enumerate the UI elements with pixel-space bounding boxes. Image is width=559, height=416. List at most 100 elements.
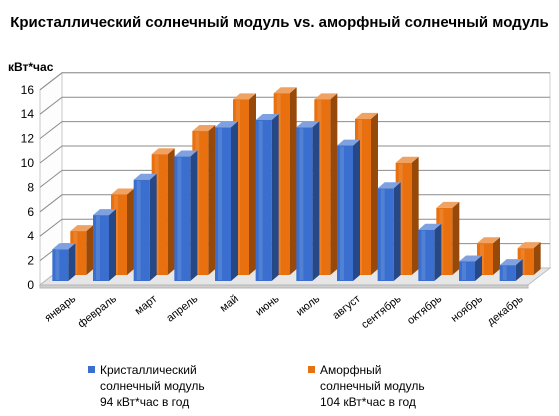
bar-side <box>371 112 378 275</box>
y-tick-label: 14 <box>21 107 35 121</box>
bar-top <box>233 93 256 100</box>
x-tick-label: июнь <box>253 293 281 319</box>
bar-highlight <box>55 250 60 280</box>
bar-side <box>393 182 401 281</box>
bar-side <box>86 225 94 275</box>
bar-side <box>208 125 216 275</box>
gridline <box>39 96 550 115</box>
y-tick-label: 10 <box>21 156 35 170</box>
bar-top <box>93 209 116 216</box>
bar-crystalline <box>215 127 231 281</box>
bar-side <box>249 93 256 275</box>
bar-side <box>109 209 116 281</box>
bar-highlight <box>299 128 304 280</box>
chart-title: Кристаллический солнечный модуль vs. амо… <box>10 14 549 31</box>
x-tick-label: октябрь <box>405 293 444 327</box>
bar-highlight <box>462 262 466 280</box>
bar-side <box>353 139 360 281</box>
bar-top <box>255 113 279 120</box>
bar-crystalline <box>459 261 475 281</box>
x-tick-label: декабрь <box>485 293 526 328</box>
bar-crystalline <box>377 188 394 281</box>
bar-side <box>167 148 175 275</box>
bar-crystalline <box>418 229 435 281</box>
y-tick-label: 8 <box>27 180 34 194</box>
y-tick-label: 4 <box>27 229 34 243</box>
x-tick-label: январь <box>43 293 79 325</box>
legend-text-line: 94 кВт*час в год <box>100 395 190 409</box>
y-tick-label: 16 <box>21 83 35 97</box>
bar-side <box>411 156 419 275</box>
legend-text-line: Кристаллический <box>100 363 197 377</box>
legend-text-line: 104 кВт*час в год <box>320 395 416 409</box>
bar-highlight <box>218 128 222 280</box>
bar-side <box>289 87 297 275</box>
bar-side <box>452 201 460 275</box>
bar-side <box>533 242 541 275</box>
bar-side <box>271 113 279 282</box>
x-tick-label: ноябрь <box>449 293 485 325</box>
bar-top <box>337 139 360 146</box>
bar-highlight <box>340 146 344 280</box>
bar-top <box>418 223 442 230</box>
bar-crystalline <box>133 179 150 281</box>
bar-side <box>493 237 500 275</box>
x-tick-label: сентябрь <box>359 293 404 331</box>
bar-side <box>475 255 482 281</box>
bar-highlight <box>136 180 141 280</box>
gridline <box>39 72 550 91</box>
bar-top <box>477 237 500 244</box>
x-tick-label: март <box>133 293 160 318</box>
legend-item-crystalline: Кристаллический солнечный модуль 94 кВт*… <box>88 362 205 410</box>
bar-highlight <box>258 120 263 281</box>
bar-crystalline <box>499 265 516 281</box>
bar-highlight <box>380 189 385 280</box>
gridline <box>39 169 550 188</box>
bar-top <box>395 156 419 163</box>
gridline <box>39 145 550 164</box>
bar-crystalline <box>93 215 109 281</box>
bar-top <box>174 150 198 157</box>
bar-side <box>68 243 76 281</box>
bar-highlight <box>177 157 182 280</box>
bar-side <box>231 121 238 281</box>
bar-top <box>314 93 338 100</box>
bar-top <box>436 201 460 208</box>
legend-item-amorphous: Аморфный солнечный модуль 104 кВт*час в … <box>308 362 425 410</box>
legend-text-line: Аморфный <box>320 363 382 377</box>
bar-crystalline <box>296 127 313 281</box>
bar-crystalline <box>337 145 353 281</box>
bar-top <box>459 255 482 262</box>
bar-highlight <box>96 216 100 280</box>
x-tick-label: май <box>218 293 241 315</box>
x-tick-label: август <box>330 293 363 322</box>
bar-top <box>377 182 401 189</box>
bar-crystalline <box>255 119 272 282</box>
x-tick-label: апрель <box>164 293 200 325</box>
bar-side <box>190 150 198 281</box>
legend-swatch-amorphous <box>308 366 315 373</box>
bar-side <box>149 173 157 281</box>
y-axis-unit-label: кВт*час <box>8 60 54 74</box>
bar-highlight <box>502 266 507 280</box>
bar-top <box>52 243 76 250</box>
bar-top <box>499 259 523 266</box>
bar-top <box>273 87 297 94</box>
bar-top <box>133 173 157 180</box>
legend-swatch-crystalline <box>88 366 95 373</box>
bar-top <box>151 148 175 155</box>
bar-side <box>515 259 523 281</box>
bar-top <box>517 242 541 249</box>
bar-highlight <box>421 230 426 280</box>
bar-side <box>434 223 442 281</box>
legend-text-line: солнечный модуль <box>320 379 425 393</box>
x-tick-label: февраль <box>76 293 119 331</box>
legend-text-line: солнечный модуль <box>100 379 205 393</box>
y-tick-label: 6 <box>27 205 34 219</box>
y-tick-label: 0 <box>27 278 34 292</box>
bar-crystalline <box>174 156 191 281</box>
bar-crystalline <box>52 249 69 281</box>
bar-side <box>127 188 134 275</box>
bar-top <box>215 121 238 128</box>
